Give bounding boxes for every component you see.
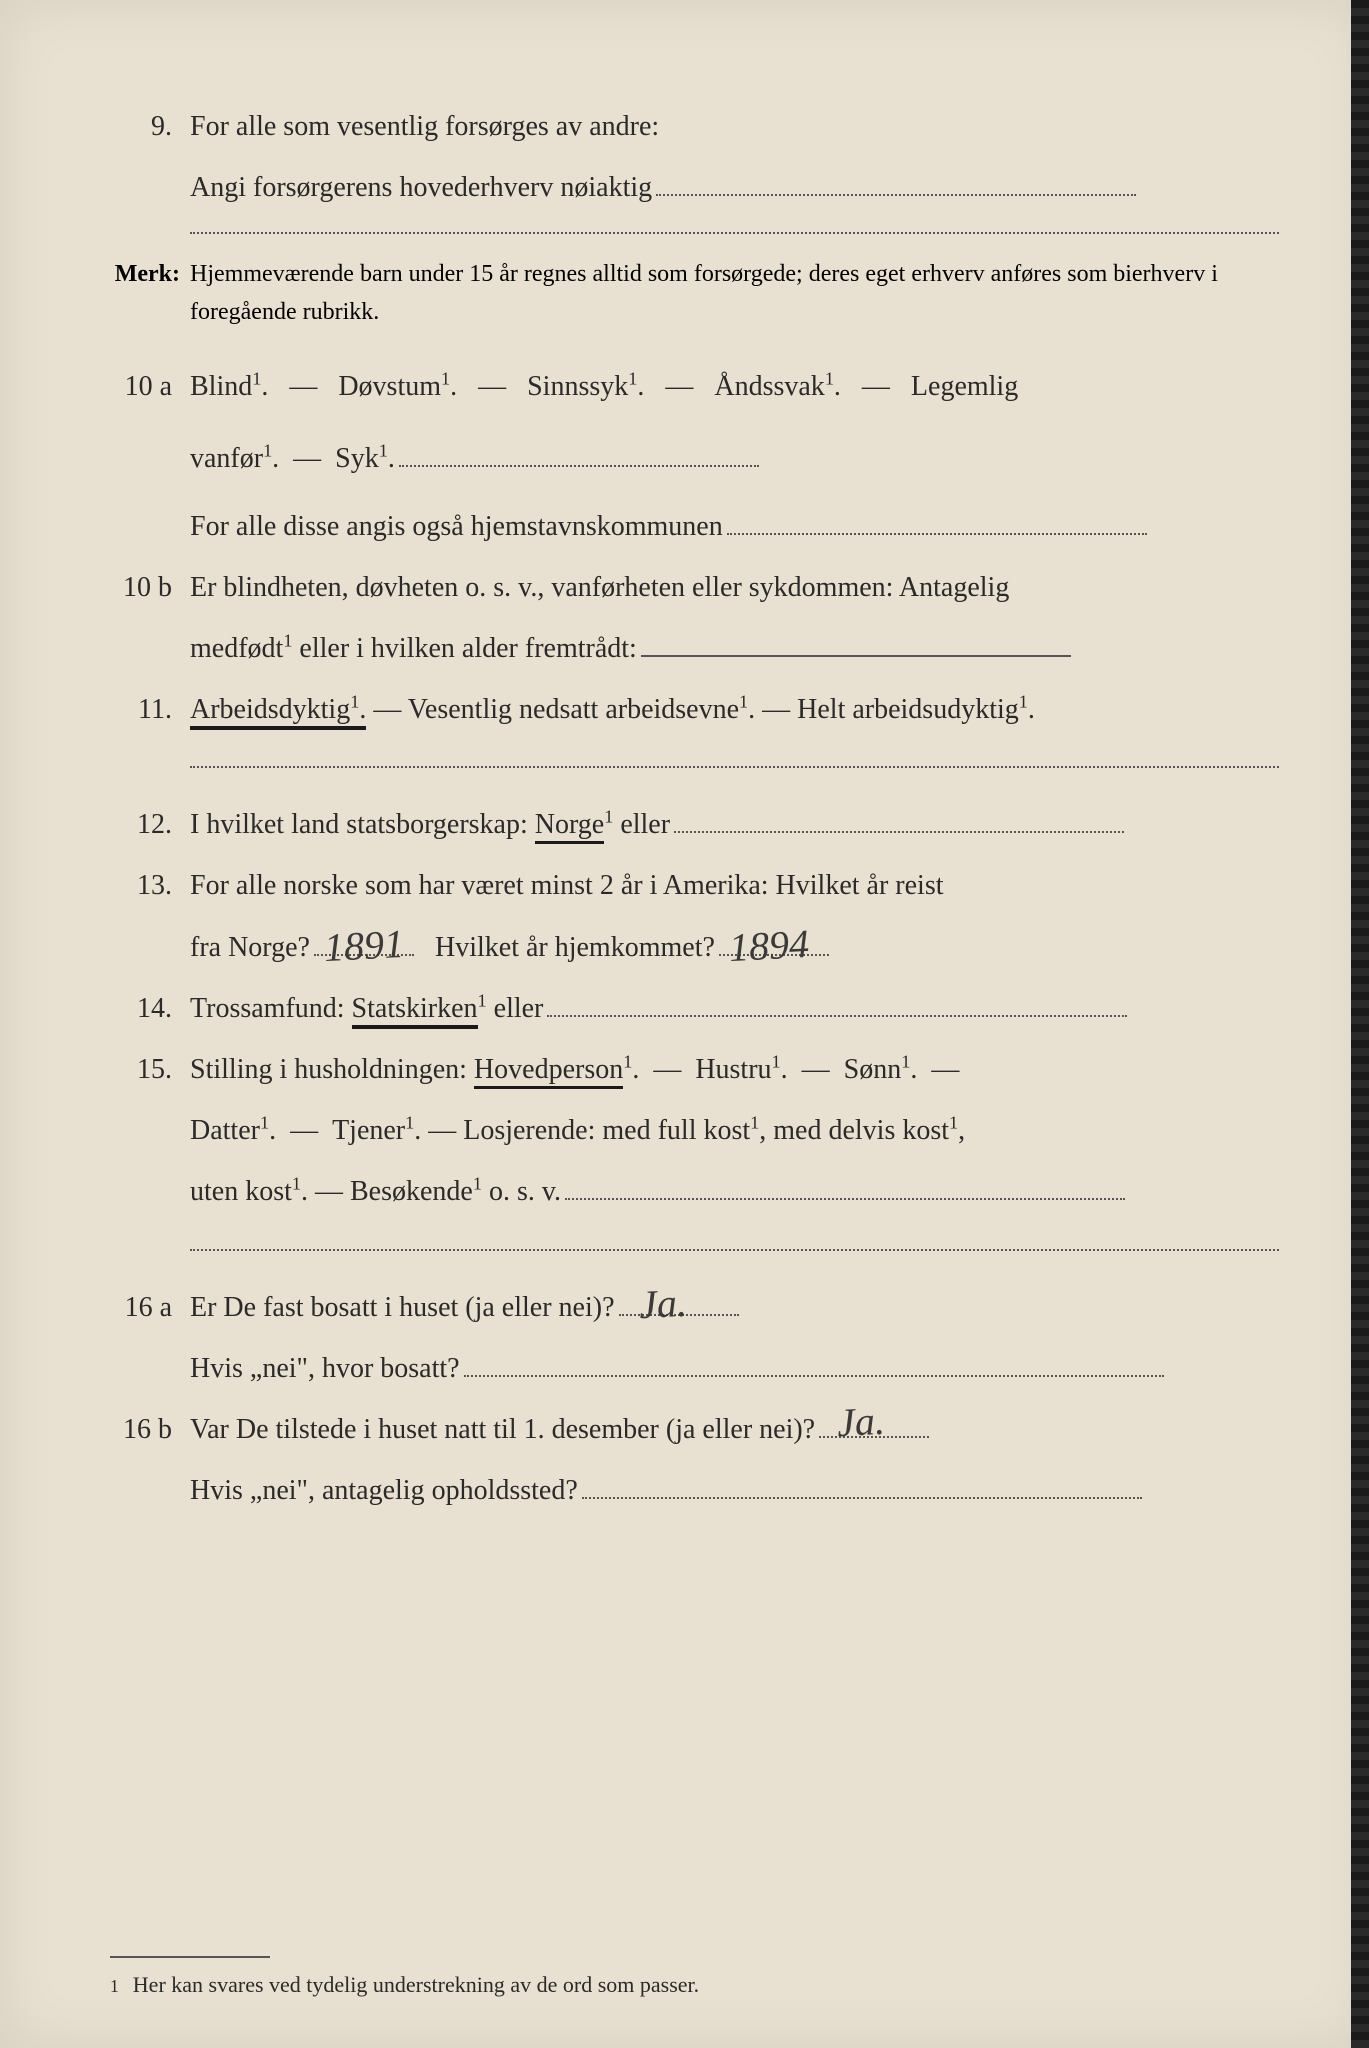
fill-line: 1891 xyxy=(314,922,414,956)
question-10a-line3: For alle disse angis også hjemstavnskomm… xyxy=(110,500,1279,553)
q9-line2: Angi forsørgerens hovederhverv nøiaktig xyxy=(190,172,652,203)
opt-syk: Syk xyxy=(335,443,379,474)
merk-label: Merk: xyxy=(110,256,190,293)
q16a-line1: Er De fast bosatt i huset (ja eller nei)… xyxy=(190,1292,615,1323)
q15-text1: Stilling i husholdningen: xyxy=(190,1054,474,1085)
question-10b-line2: medfødt1 eller i hvilken alder fremtrådt… xyxy=(110,622,1279,675)
fill-line xyxy=(582,1466,1142,1500)
section-separator xyxy=(190,1249,1279,1251)
fill-line xyxy=(565,1167,1125,1201)
fill-line xyxy=(399,434,759,468)
question-number: 14. xyxy=(110,982,190,1035)
q16b-line2: Hvis „nei", antagelig opholdssted? xyxy=(190,1475,578,1506)
answer-16a: Ja. xyxy=(637,1265,689,1343)
section-separator xyxy=(190,766,1279,768)
question-number: 11. xyxy=(110,683,190,736)
opt-losjerende: — Losjerende: med full kost xyxy=(421,1115,750,1146)
question-16b-line2: Hvis „nei", antagelig opholdssted? xyxy=(110,1464,1279,1517)
q13-franorge: fra Norge? xyxy=(190,932,310,963)
opt-vanfor: vanfør xyxy=(190,443,263,474)
question-16b: 16 b Var De tilstede i huset natt til 1.… xyxy=(110,1403,1279,1456)
opt-statskirken: Statskirken xyxy=(352,993,478,1029)
opt-delvis: , med delvis kost xyxy=(759,1115,949,1146)
fill-line xyxy=(656,163,1136,197)
question-13-line2: fra Norge?1891 Hvilket år hjemkommet?189… xyxy=(110,921,1279,974)
opt-datter: Datter xyxy=(190,1115,260,1146)
document-page: 9. For alle som vesentlig forsørges av a… xyxy=(0,0,1369,2048)
footnote-text: Her kan svares ved tydelig understreknin… xyxy=(133,1972,699,1997)
separator xyxy=(190,232,1279,234)
q9-line1: For alle som vesentlig forsørges av andr… xyxy=(190,111,659,142)
question-number: 9. xyxy=(110,100,190,153)
q12-eller: eller xyxy=(613,809,670,840)
footnote-rule xyxy=(110,1956,270,1958)
question-number: 10 b xyxy=(110,561,190,614)
question-number: 12. xyxy=(110,798,190,851)
question-10a: 10 a Blind1. — Døvstum1. — Sinnssyk1. — … xyxy=(110,355,1279,419)
opt-arbeidsdyktig: Arbeidsdyktig1. xyxy=(190,694,366,730)
fill-line xyxy=(464,1343,1164,1377)
answer-16b: Ja. xyxy=(835,1383,887,1461)
question-15: 15. Stilling i husholdningen: Hovedperso… xyxy=(110,1043,1279,1096)
fill-line xyxy=(547,983,1127,1017)
opt-dovstum: Døvstum xyxy=(338,371,441,402)
fill-line xyxy=(727,501,1147,535)
q14-eller: eller xyxy=(487,993,544,1024)
opt-besokende: — Besøkende xyxy=(308,1176,473,1207)
question-16a-line2: Hvis „nei", hvor bosatt? xyxy=(110,1342,1279,1395)
q13-hjemkommet: Hvilket år hjemkommet? xyxy=(435,932,715,963)
question-number: 15. xyxy=(110,1043,190,1096)
question-13: 13. For alle norske som har været minst … xyxy=(110,859,1279,912)
fill-line: Ja. xyxy=(819,1404,929,1438)
question-12: 12. I hvilket land statsborgerskap: Norg… xyxy=(110,798,1279,851)
footnote-area: 1 Her kan svares ved tydelig understrekni… xyxy=(110,1956,1279,1998)
q16b-line1: Var De tilstede i huset natt til 1. dese… xyxy=(190,1414,815,1445)
footnote-number: 1 xyxy=(110,1976,119,1996)
merk-text: Hjemmeværende barn under 15 år regnes al… xyxy=(190,256,1279,330)
q10a-line3: For alle disse angis også hjemstavnskomm… xyxy=(190,511,723,542)
q10b-line1: Er blindheten, døvheten o. s. v., vanfør… xyxy=(190,572,1009,603)
opt-norge: Norge xyxy=(535,809,604,844)
opt-andssvak: Åndssvak xyxy=(714,371,824,402)
question-9: 9. For alle som vesentlig forsørges av a… xyxy=(110,100,1279,153)
opt-legemlig: Legemlig xyxy=(911,371,1018,402)
question-15-line2: Datter1. — Tjener1. — Losjerende: med fu… xyxy=(110,1104,1279,1157)
fill-line xyxy=(641,623,1071,657)
question-number: 16 a xyxy=(110,1281,190,1334)
question-11: 11. Arbeidsdyktig1. — Vesentlig nedsatt … xyxy=(110,683,1279,736)
q16a-line2: Hvis „nei", hvor bosatt? xyxy=(190,1353,460,1384)
opt-tjener: Tjener xyxy=(332,1115,405,1146)
question-9-line2: Angi forsørgerens hovederhverv nøiaktig xyxy=(110,161,1279,214)
question-15-line3: uten kost1. — Besøkende1 o. s. v. xyxy=(110,1165,1279,1218)
footnote: 1 Her kan svares ved tydelig understrekni… xyxy=(110,1972,1279,1998)
question-number: 16 b xyxy=(110,1403,190,1456)
merk-note: Merk: Hjemmeværende barn under 15 år reg… xyxy=(110,256,1279,330)
q14-text1: Trossamfund: xyxy=(190,993,352,1024)
opt-sonn: Sønn xyxy=(844,1054,902,1085)
fill-line: Ja. xyxy=(619,1282,739,1316)
question-10a-line2: vanfør1. — Syk1. xyxy=(110,427,1279,491)
q15-osv: o. s. v. xyxy=(482,1176,561,1207)
opt-sinnssyk: Sinnssyk xyxy=(527,371,628,402)
opt-uten-kost: uten kost xyxy=(190,1176,292,1207)
opt-hustru: Hustru xyxy=(695,1054,771,1085)
answer-year-left: 1891 xyxy=(322,906,406,986)
q10b-medfodt: medfødt xyxy=(190,633,283,664)
q10b-line2b: eller i hvilken alder fremtrådt: xyxy=(292,633,636,664)
answer-year-return: 1894 xyxy=(727,906,811,986)
question-10b: 10 b Er blindheten, døvheten o. s. v., v… xyxy=(110,561,1279,614)
fill-line xyxy=(674,800,1124,834)
question-number: 10 a xyxy=(110,360,190,413)
fill-line: 1894 xyxy=(719,922,829,956)
opt-blind: Blind xyxy=(190,371,252,402)
opt-hovedperson: Hovedperson xyxy=(474,1054,623,1089)
question-number: 13. xyxy=(110,859,190,912)
question-16a: 16 a Er De fast bosatt i huset (ja eller… xyxy=(110,1281,1279,1334)
q12-text1: I hvilket land statsborgerskap: xyxy=(190,809,535,840)
question-14: 14. Trossamfund: Statskirken1 eller xyxy=(110,982,1279,1035)
opt-nedsatt: — Vesentlig nedsatt arbeidsevne xyxy=(366,694,739,725)
q13-line1: For alle norske som har været minst 2 år… xyxy=(190,870,944,901)
opt-udyktig: — Helt arbeidsudyktig xyxy=(755,694,1019,725)
question-content: For alle som vesentlig forsørges av andr… xyxy=(190,100,1279,153)
